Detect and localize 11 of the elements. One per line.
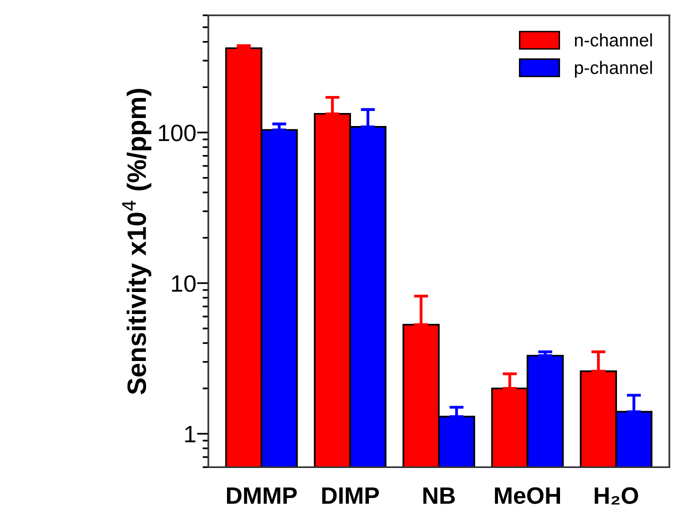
x-tick-label: H₂O xyxy=(594,487,638,504)
y-tick-label: 1 xyxy=(185,426,196,442)
y-tick-label: 10 xyxy=(172,275,196,292)
x-tick-label: NB xyxy=(423,487,455,504)
x-tick-label: MeOH xyxy=(494,487,560,504)
y-axis-title: Sensitivity x10$^{4}$ (%/ppm) xyxy=(122,88,152,394)
x-tick-label: DIMP xyxy=(322,487,379,504)
x-tick-label: DMMP xyxy=(227,487,297,504)
legend-label: p-channel xyxy=(574,60,652,78)
legend-label: n-channel xyxy=(574,33,652,47)
y-tick-label: 100 xyxy=(158,124,196,142)
